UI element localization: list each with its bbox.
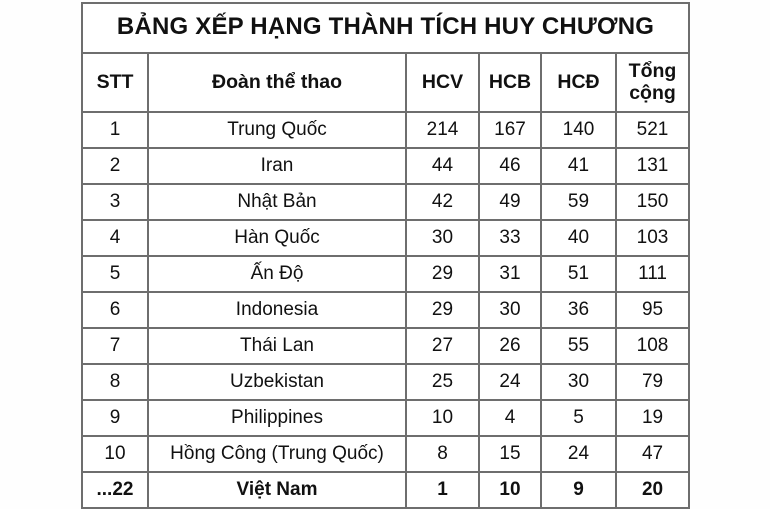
cell-hcb: 49 <box>478 183 542 221</box>
cell-hcd: 5 <box>540 399 617 437</box>
cell-team: Trung Quốc <box>147 111 407 149</box>
cell-hcv: 27 <box>405 327 480 365</box>
cell-hcd: 59 <box>540 183 617 221</box>
column-header-total: Tổng cộng <box>614 52 691 113</box>
cell-rank: 8 <box>81 363 149 401</box>
cell-total: 47 <box>614 435 691 473</box>
cell-hcb: 26 <box>478 327 542 365</box>
cell-total: 108 <box>614 327 691 365</box>
cell-hcd: 24 <box>540 435 617 473</box>
cell-hcd: 36 <box>540 291 617 329</box>
table-row: 9 Philippines 10 4 5 19 <box>81 399 691 437</box>
medal-table-container: BẢNG XẾP HẠNG THÀNH TÍCH HUY CHƯƠNG STT … <box>80 2 691 509</box>
table-header-row: STT Đoàn thể thao HCV HCB HCĐ Tổng cộng <box>81 52 691 113</box>
cell-hcb: 15 <box>478 435 542 473</box>
table-row: ...22 Việt Nam 1 10 9 20 <box>81 471 691 509</box>
cell-hcb: 33 <box>478 219 542 257</box>
cell-team: Uzbekistan <box>147 363 407 401</box>
table-row: 7 Thái Lan 27 26 55 108 <box>81 327 691 365</box>
cell-hcb: 46 <box>478 147 542 185</box>
cell-hcv: 44 <box>405 147 480 185</box>
cell-rank: 9 <box>81 399 149 437</box>
cell-hcv: 214 <box>405 111 480 149</box>
cell-rank: 2 <box>81 147 149 185</box>
cell-total: 79 <box>614 363 691 401</box>
cell-total: 131 <box>614 147 691 185</box>
column-header-hcv: HCV <box>405 52 480 113</box>
table-row: 10 Hồng Công (Trung Quốc) 8 15 24 47 <box>81 435 691 473</box>
cell-hcv: 30 <box>405 219 480 257</box>
cell-hcb: 30 <box>478 291 542 329</box>
cell-team: Hồng Công (Trung Quốc) <box>147 435 407 473</box>
cell-hcv: 10 <box>405 399 480 437</box>
cell-hcv: 42 <box>405 183 480 221</box>
table-head: BẢNG XẾP HẠNG THÀNH TÍCH HUY CHƯƠNG STT … <box>80 2 691 113</box>
table-row: 6 Indonesia 29 30 36 95 <box>81 291 691 329</box>
cell-hcb: 4 <box>478 399 542 437</box>
cell-hcb: 24 <box>478 363 542 401</box>
cell-hcb: 10 <box>478 471 542 509</box>
cell-hcb: 31 <box>478 255 542 293</box>
cell-total: 95 <box>614 291 691 329</box>
cell-hcv: 25 <box>405 363 480 401</box>
cell-hcv: 29 <box>405 291 480 329</box>
cell-hcv: 8 <box>405 435 480 473</box>
cell-team: Philippines <box>147 399 407 437</box>
cell-hcv: 29 <box>405 255 480 293</box>
cell-team: Indonesia <box>147 291 407 329</box>
cell-team: Thái Lan <box>147 327 407 365</box>
cell-total: 150 <box>614 183 691 221</box>
table-row: 8 Uzbekistan 25 24 30 79 <box>81 363 691 401</box>
column-header-hcb: HCB <box>478 52 542 113</box>
cell-rank: 1 <box>81 111 149 149</box>
cell-team: Hàn Quốc <box>147 219 407 257</box>
cell-team: Việt Nam <box>147 471 407 509</box>
cell-hcd: 30 <box>540 363 617 401</box>
cell-total: 521 <box>614 111 691 149</box>
cell-total: 103 <box>614 219 691 257</box>
medal-standings-table: BẢNG XẾP HẠNG THÀNH TÍCH HUY CHƯƠNG STT … <box>80 2 691 509</box>
table-title-row: BẢNG XẾP HẠNG THÀNH TÍCH HUY CHƯƠNG <box>80 2 691 54</box>
table-row: 4 Hàn Quốc 30 33 40 103 <box>81 219 691 257</box>
cell-rank: 3 <box>81 183 149 221</box>
cell-rank: 6 <box>81 291 149 329</box>
cell-rank: 10 <box>81 435 149 473</box>
cell-total: 111 <box>614 255 691 293</box>
column-header-team: Đoàn thể thao <box>147 52 407 113</box>
cell-hcb: 167 <box>478 111 542 149</box>
cell-rank: 5 <box>81 255 149 293</box>
table-row: 1 Trung Quốc 214 167 140 521 <box>81 111 691 149</box>
medal-standings-page: BẢNG XẾP HẠNG THÀNH TÍCH HUY CHƯƠNG STT … <box>80 2 691 509</box>
column-header-hcd: HCĐ <box>540 52 617 113</box>
table-row: 5 Ấn Độ 29 31 51 111 <box>81 255 691 293</box>
cell-team: Iran <box>147 147 407 185</box>
cell-hcd: 51 <box>540 255 617 293</box>
table-row: 2 Iran 44 46 41 131 <box>81 147 691 185</box>
cell-total: 20 <box>614 471 691 509</box>
cell-hcd: 41 <box>540 147 617 185</box>
cell-rank: 7 <box>81 327 149 365</box>
cell-team: Ấn Độ <box>147 255 407 293</box>
cell-rank: 4 <box>81 219 149 257</box>
table-body: 1 Trung Quốc 214 167 140 521 2 Iran 44 46 41 131 3 Nh… <box>81 111 691 509</box>
cell-hcd: 140 <box>540 111 617 149</box>
table-title: BẢNG XẾP HẠNG THÀNH TÍCH HUY CHƯƠNG <box>80 2 691 54</box>
table-row: 3 Nhật Bản 42 49 59 150 <box>81 183 691 221</box>
cell-total: 19 <box>614 399 691 437</box>
cell-hcd: 9 <box>540 471 617 509</box>
cell-team: Nhật Bản <box>147 183 407 221</box>
column-header-stt: STT <box>81 52 149 113</box>
cell-hcd: 55 <box>540 327 617 365</box>
cell-hcd: 40 <box>540 219 617 257</box>
cell-rank: ...22 <box>81 471 149 509</box>
cell-hcv: 1 <box>405 471 480 509</box>
